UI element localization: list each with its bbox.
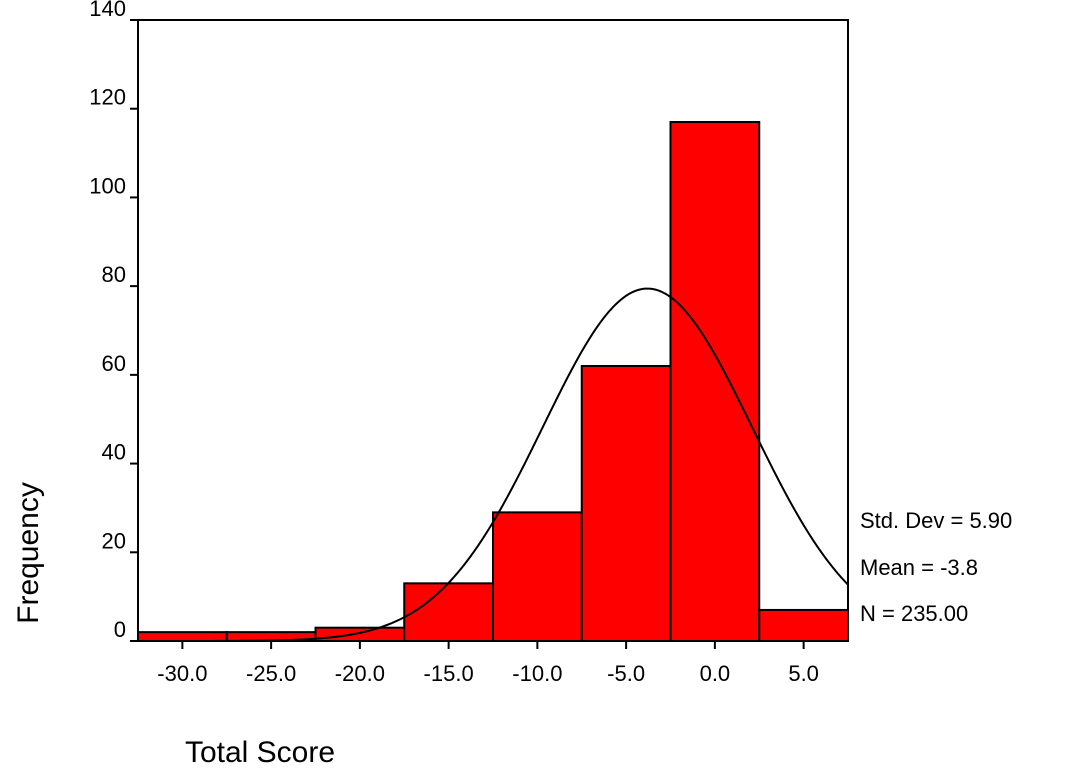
x-tick-label: -5.0 <box>607 661 645 686</box>
x-tick-label: 0.0 <box>700 661 731 686</box>
y-tick-label: 80 <box>102 262 126 287</box>
histogram-bar <box>137 631 228 643</box>
y-tick-label: 120 <box>89 85 126 110</box>
y-tick-label: 100 <box>89 173 126 198</box>
histogram-bar <box>669 121 761 643</box>
y-tick-label: 60 <box>102 351 126 376</box>
x-tick-label: -10.0 <box>512 661 562 686</box>
histogram-bar <box>758 608 849 643</box>
y-tick-label: 0 <box>114 617 126 642</box>
histogram-bar <box>492 511 583 642</box>
mean-label: Mean = -3.8 <box>860 555 978 580</box>
y-axis: 0 20 40 60 80 100 120 140 <box>89 0 138 642</box>
x-tick-label: -15.0 <box>424 661 474 686</box>
x-tick-label: -30.0 <box>157 661 207 686</box>
x-tick-label: 5.0 <box>788 661 819 686</box>
x-axis-title: Total Score <box>185 736 335 769</box>
x-tick-label: -20.0 <box>335 661 385 686</box>
plot-border <box>137 19 849 642</box>
histogram-bar <box>580 364 672 642</box>
std-dev-label: Std. Dev = 5.90 <box>860 508 1012 533</box>
x-tick-label: -25.0 <box>246 661 296 686</box>
y-tick-label: 40 <box>102 440 126 465</box>
histogram-bar <box>403 582 494 642</box>
x-axis: -30.0 -25.0 -20.0 -15.0 -10.0 -5.0 0.0 5.0 <box>157 641 819 686</box>
plot-frame <box>137 19 849 642</box>
n-label: N = 235.00 <box>860 601 968 626</box>
y-tick-label: 140 <box>89 0 126 21</box>
bars-group <box>137 121 849 643</box>
y-tick-label: 20 <box>102 528 126 553</box>
histogram-bar <box>314 626 406 643</box>
y-axis-title: Frequency <box>12 482 45 624</box>
